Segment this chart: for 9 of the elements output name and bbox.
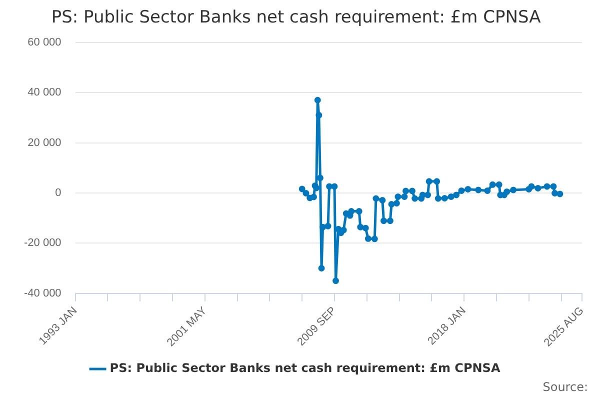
y-tick-label: -20 000	[24, 237, 62, 250]
y-tick-label: 0	[55, 187, 62, 199]
legend-label: PS: Public Sector Banks net cash requirement: £m CPNSA	[110, 361, 501, 376]
y-tick-label: -40 000	[24, 287, 62, 300]
source-note: Source:	[542, 380, 588, 394]
chart-title: PS: Public Sector Banks net cash requirement: £m CPNSA	[51, 8, 542, 28]
y-tick-label: 20 000	[28, 136, 62, 149]
y-tick-label: 40 000	[28, 86, 62, 99]
y-tick-label: 60 000	[28, 36, 62, 48]
